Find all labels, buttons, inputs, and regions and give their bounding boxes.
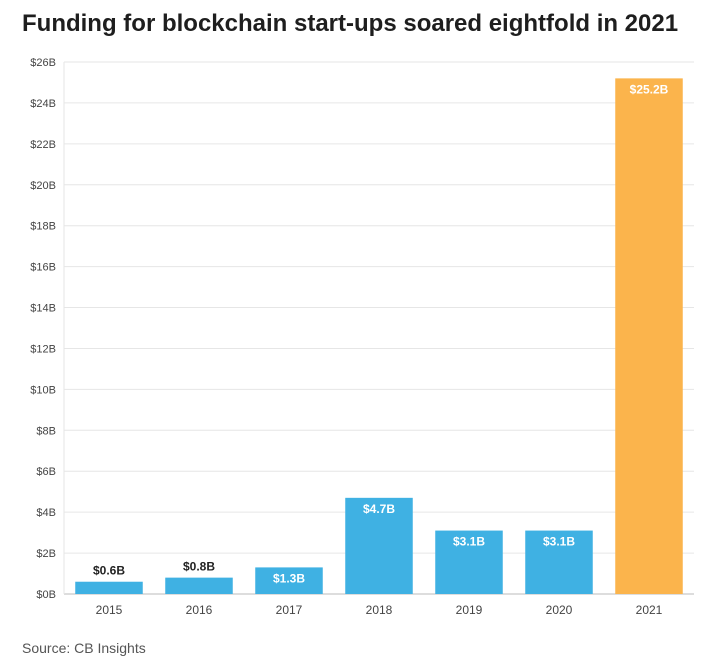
y-tick-label: $22B bbox=[30, 139, 56, 151]
y-tick-label: $14B bbox=[30, 303, 56, 315]
data-label: $4.7B bbox=[363, 502, 395, 516]
y-tick-label: $24B bbox=[30, 98, 56, 110]
bar-2015 bbox=[75, 581, 143, 594]
chart-title: Funding for blockchain start-ups soared … bbox=[22, 10, 679, 37]
y-tick-label: $4B bbox=[36, 507, 56, 519]
x-axis-ticks: 2015 2016 2017 2018 2019 2020 2021 bbox=[96, 603, 663, 617]
x-tick-label: 2017 bbox=[276, 603, 303, 617]
bar-2018 bbox=[345, 497, 413, 594]
x-tick-label: 2019 bbox=[456, 603, 483, 617]
data-label: $25.2B bbox=[630, 82, 669, 96]
bar-2019 bbox=[435, 530, 503, 594]
bars bbox=[75, 78, 683, 594]
data-label: $3.1B bbox=[543, 535, 575, 549]
y-tick-label: $26B bbox=[30, 57, 56, 69]
y-tick-label: $16B bbox=[30, 262, 56, 274]
bar-2017 bbox=[255, 567, 323, 594]
y-axis-ticks: $0B $2B $4B $6B $8B $10B $12B $14B $16B $18B $20B $… bbox=[30, 57, 56, 601]
y-tick-label: $18B bbox=[30, 221, 56, 233]
y-tick-label: $20B bbox=[30, 180, 56, 192]
data-label: $0.6B bbox=[93, 564, 125, 578]
x-tick-label: 2015 bbox=[96, 603, 123, 617]
data-label: $1.3B bbox=[273, 571, 305, 585]
source-note: Source: CB Insights bbox=[22, 640, 146, 656]
x-tick-label: 2020 bbox=[546, 603, 573, 617]
y-tick-label: $10B bbox=[30, 384, 56, 396]
data-labels: $0.6B $0.8B $1.3B $4.7B $3.1B $3.1B $25.2B bbox=[93, 82, 669, 585]
x-tick-label: 2018 bbox=[366, 603, 393, 617]
y-tick-label: $12B bbox=[30, 343, 56, 355]
bar-2020 bbox=[525, 530, 593, 594]
grid-layer bbox=[63, 61, 694, 595]
data-label: $3.1B bbox=[453, 535, 485, 549]
data-label: $0.8B bbox=[183, 560, 215, 574]
y-tick-label: $8B bbox=[36, 425, 56, 437]
y-tick-label: $2B bbox=[36, 548, 56, 560]
bar-2016 bbox=[165, 577, 233, 594]
y-tick-label: $6B bbox=[36, 466, 56, 478]
x-tick-label: 2021 bbox=[636, 603, 663, 617]
y-tick-label: $0B bbox=[36, 589, 56, 601]
bar-2021 bbox=[615, 78, 683, 594]
x-tick-label: 2016 bbox=[186, 603, 213, 617]
